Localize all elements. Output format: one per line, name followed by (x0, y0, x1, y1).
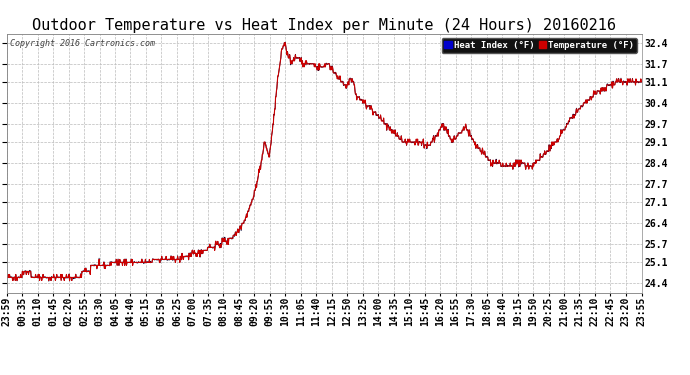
Title: Outdoor Temperature vs Heat Index per Minute (24 Hours) 20160216: Outdoor Temperature vs Heat Index per Mi… (32, 18, 616, 33)
Text: Copyright 2016 Cartronics.com: Copyright 2016 Cartronics.com (10, 39, 155, 48)
Legend: Heat Index (°F), Temperature (°F): Heat Index (°F), Temperature (°F) (442, 38, 637, 53)
